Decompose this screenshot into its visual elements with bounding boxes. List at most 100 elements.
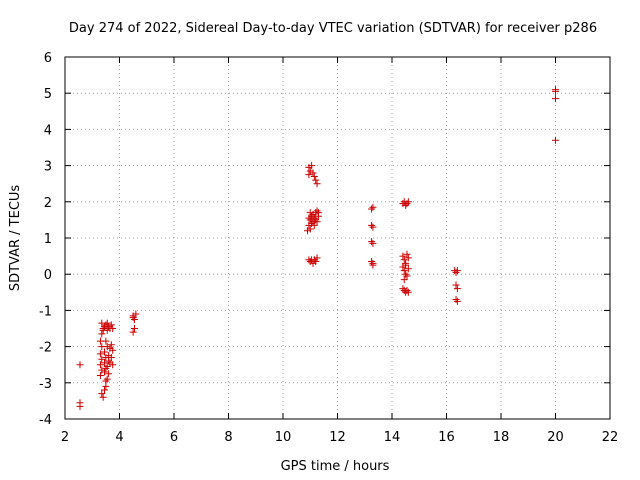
x-tick-labels: 2 4 6 8 10 12 14 16 18 20 22 — [61, 430, 618, 445]
data-point — [129, 328, 137, 336]
data-point — [453, 285, 461, 293]
y-tick-label: 1 — [44, 232, 52, 247]
data-point — [103, 375, 111, 383]
y-tick-label: -3 — [39, 377, 52, 392]
data-point — [306, 225, 314, 233]
x-tick-label: 16 — [438, 430, 455, 445]
data-point — [103, 363, 111, 371]
data-point — [403, 272, 411, 280]
data-point — [98, 330, 106, 338]
data-point — [403, 250, 411, 258]
x-tick-label: 4 — [115, 430, 123, 445]
x-tick-label: 10 — [275, 430, 292, 445]
data-point — [313, 254, 321, 262]
data-point — [404, 254, 412, 262]
data-point — [402, 270, 410, 278]
data-point — [400, 267, 408, 275]
data-point — [107, 341, 115, 349]
data-point — [102, 364, 110, 372]
data-point — [101, 368, 109, 376]
data-point — [402, 261, 410, 269]
data-point — [313, 180, 321, 188]
data-point — [400, 256, 408, 264]
chart-title: Day 274 of 2022, Sidereal Day-to-day VTE… — [69, 21, 597, 36]
y-tick-labels: -4 -3 -2 -1 0 1 2 3 4 5 6 — [39, 51, 52, 428]
data-point — [76, 361, 84, 369]
data-point — [101, 386, 109, 394]
data-point — [99, 393, 107, 401]
data-point — [368, 238, 376, 246]
data-point — [404, 288, 412, 296]
data-point — [368, 221, 376, 229]
data-point — [400, 276, 408, 284]
data-point — [369, 203, 377, 211]
data-point — [552, 136, 559, 144]
data-point — [101, 348, 109, 356]
data-point — [369, 239, 377, 247]
x-tick-label: 6 — [170, 430, 178, 445]
data-point — [130, 325, 138, 332]
y-axis-label: SDTVAR / TECUs — [8, 185, 23, 292]
data-point — [103, 319, 111, 327]
data-point — [452, 281, 460, 289]
x-tick-label: 22 — [602, 430, 619, 445]
data-point — [96, 350, 104, 358]
data-point — [552, 95, 559, 103]
gridlines — [65, 57, 610, 419]
data-point — [403, 200, 411, 208]
data-point — [109, 346, 117, 354]
data-point — [452, 268, 460, 276]
data-point — [399, 285, 407, 293]
x-tick-label: 12 — [329, 430, 346, 445]
data-point — [132, 310, 140, 318]
data-point — [96, 361, 104, 369]
data-point — [109, 361, 117, 369]
data-point — [107, 353, 115, 361]
data-point — [305, 171, 313, 179]
data-point — [368, 205, 376, 213]
data-point — [552, 87, 559, 95]
y-tick-label: 2 — [44, 196, 52, 211]
data-point — [99, 326, 107, 334]
y-tick-label: 6 — [44, 51, 52, 66]
y-tick-label: 3 — [44, 160, 52, 175]
data-point — [368, 258, 376, 266]
y-tick-label: -2 — [39, 341, 52, 356]
data-point — [306, 209, 314, 217]
x-tick-label: 18 — [493, 430, 510, 445]
axis-ticks — [64, 56, 611, 420]
data-point — [452, 296, 460, 304]
data-point — [404, 265, 412, 273]
data-point — [453, 267, 461, 275]
data-point — [98, 355, 106, 363]
data-point — [404, 198, 412, 206]
data-point — [129, 314, 137, 322]
y-tick-label: -4 — [39, 413, 52, 428]
data-point — [310, 221, 318, 229]
x-tick-label: 14 — [384, 430, 401, 445]
x-tick-label: 20 — [547, 430, 564, 445]
data-point — [305, 214, 313, 222]
data-point — [312, 176, 320, 184]
data-point — [105, 357, 113, 365]
data-point — [107, 321, 115, 329]
data-point — [105, 370, 113, 378]
data-point — [369, 223, 377, 231]
data-point — [76, 402, 84, 410]
data-points — [76, 86, 559, 410]
data-point — [102, 337, 110, 345]
data-point — [402, 201, 410, 209]
x-tick-label: 8 — [224, 430, 232, 445]
y-tick-label: 0 — [44, 268, 52, 283]
y-tick-label: -1 — [39, 304, 52, 319]
data-point — [96, 372, 104, 380]
data-point — [399, 252, 407, 260]
data-point — [312, 258, 320, 266]
data-point — [369, 261, 377, 269]
data-point — [403, 286, 411, 294]
y-tick-label: 5 — [44, 87, 52, 102]
y-tick-label: 4 — [44, 123, 52, 138]
data-point — [453, 297, 461, 305]
data-point — [308, 162, 316, 170]
